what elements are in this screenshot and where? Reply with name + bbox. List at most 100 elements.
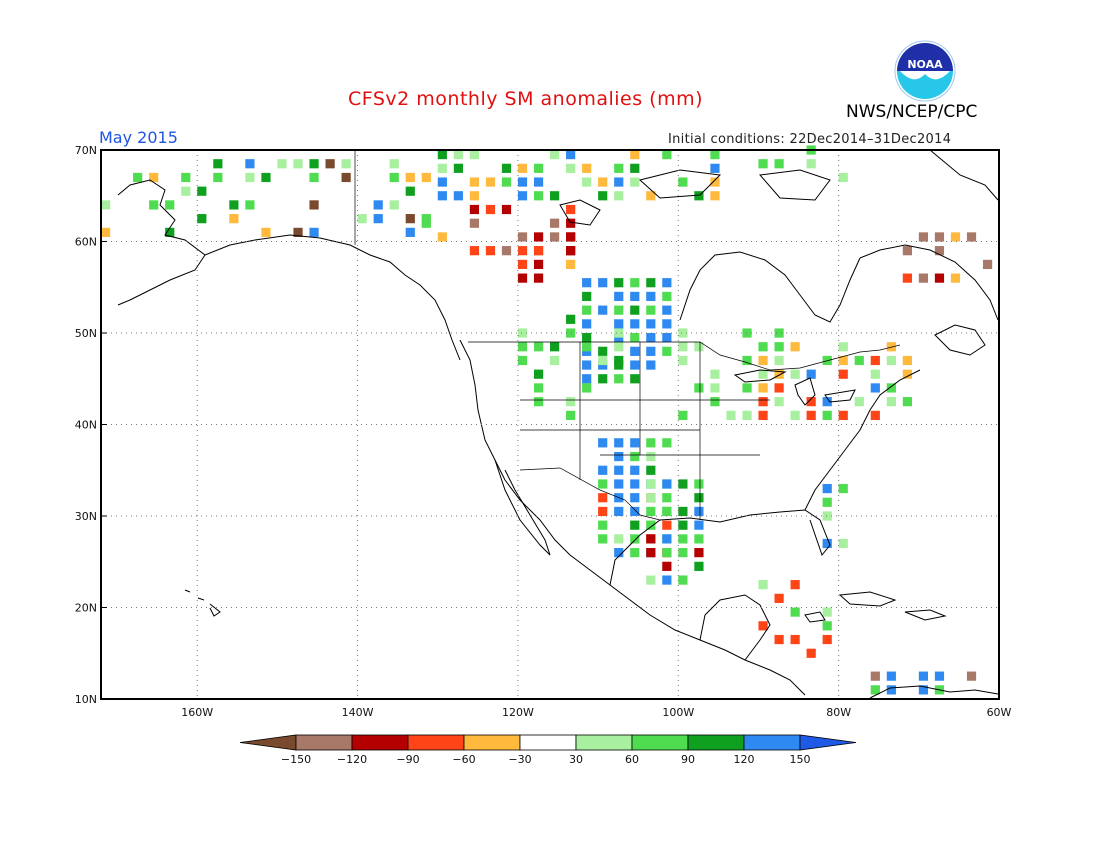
anomaly-cell [453,150,463,160]
lat-label: 10N [75,693,97,706]
anomaly-cell [614,342,624,352]
lon-label: 160W [181,706,213,719]
anomaly-cell [694,342,704,352]
anomaly-cell [886,383,896,393]
anomaly-cell [646,278,656,288]
anomaly-cell [710,150,720,160]
colorbar-swatch [351,734,409,751]
anomaly-cell [517,259,528,269]
latitude-labels: 70N 60N 50N 40N 30N 20N 10N [75,144,107,706]
colorbar-swatch [407,734,465,751]
anomaly-cell [886,355,896,366]
anomaly-cell [309,227,319,237]
anomaly-cell [101,227,111,237]
anomaly-cell [822,511,832,521]
lon-label: 120W [502,706,534,719]
anomaly-cell [566,314,576,324]
anomaly-cell [726,410,736,420]
anomaly-cell [646,438,656,448]
anomaly-cell [630,451,640,462]
lat-label: 40N [75,419,97,432]
anomaly-cell [710,397,720,407]
anomaly-cell [517,177,528,187]
colorbar-tick-label: −90 [396,753,419,766]
anomaly-cell [678,410,688,420]
anomaly-cell [934,273,945,283]
lat-label: 50N [75,327,97,340]
anomaly-cell [517,342,528,352]
anomaly-cell [533,191,544,201]
anomaly-cell [517,246,528,256]
anomaly-cell [614,465,624,475]
anomaly-cell [950,273,961,283]
anomaly-cell [582,177,592,187]
anomaly-cell [630,493,640,503]
anomaly-cell [598,534,608,544]
anomaly-cell [790,634,800,645]
anomaly-cell [902,397,912,407]
colorbar-tick-label: 30 [569,753,583,766]
anomaly-cell [710,191,720,201]
anomaly-cell [630,374,640,384]
anomaly-cell [678,520,688,530]
lon-label: 60W [987,706,1012,719]
anomaly-cell [694,383,704,393]
colorbar-tick-label: 120 [734,753,755,766]
colorbar-tick-label: −30 [508,753,531,766]
anomaly-cell [902,369,912,379]
anomaly-cell [437,191,447,201]
anomaly-cell [646,451,656,462]
anomaly-cell [662,291,672,302]
anomaly-cell [822,621,832,631]
anomaly-cell [533,273,544,283]
anomaly-cell [405,214,415,224]
anomaly-cell [630,465,640,475]
anomaly-cell [533,369,544,379]
anomaly-cell [774,634,784,645]
anomaly-cell [149,200,159,210]
colorbar-arrow-left [239,734,297,751]
anomaly-cell [758,355,768,366]
anomaly-cell [838,342,848,352]
colorbar-tick-label: −60 [452,753,475,766]
anomaly-cell [245,172,255,183]
anomaly-cell [533,246,544,256]
anomaly-cell [453,191,463,201]
anomaly-cell [646,520,656,530]
anomaly-cell [630,278,640,288]
anomaly-cell [870,383,880,393]
anomaly-cell [630,163,640,173]
anomaly-cell [550,355,560,366]
anomaly-cell [870,410,880,420]
anomaly-cell [822,538,832,549]
anomaly-cell [678,506,688,517]
anomaly-cell [469,218,480,228]
anomaly-cell [614,278,624,288]
anomaly-cell [598,374,608,384]
anomaly-cell [662,438,672,448]
longitude-labels: 160W 140W 120W 100W 80W 60W [181,706,1011,719]
anomaly-cell [838,410,848,420]
anomaly-cell [421,172,431,183]
anomaly-cell [517,273,528,283]
anomaly-cell [614,374,624,384]
colorbar-tick-label: −150 [281,753,311,766]
anomaly-cell [662,575,672,585]
anomaly-cell [806,410,816,420]
anomaly-cell [662,346,672,356]
anomaly-cell [630,177,640,187]
anomaly-cell [630,150,640,160]
anomaly-cell [710,369,720,379]
anomaly-cell [662,305,672,315]
anomaly-cell [341,159,351,169]
anomaly-cell [533,177,544,187]
anomaly-cell [165,227,175,237]
anomaly-cell [357,214,367,224]
colorbar-arrow-right [799,734,857,751]
political-borders [354,150,901,521]
anomaly-cell [694,506,704,517]
anomaly-cell [822,397,832,407]
colorbar-tick-label: −120 [337,753,367,766]
anomaly-cell [790,607,800,617]
anomaly-cell [533,163,544,173]
